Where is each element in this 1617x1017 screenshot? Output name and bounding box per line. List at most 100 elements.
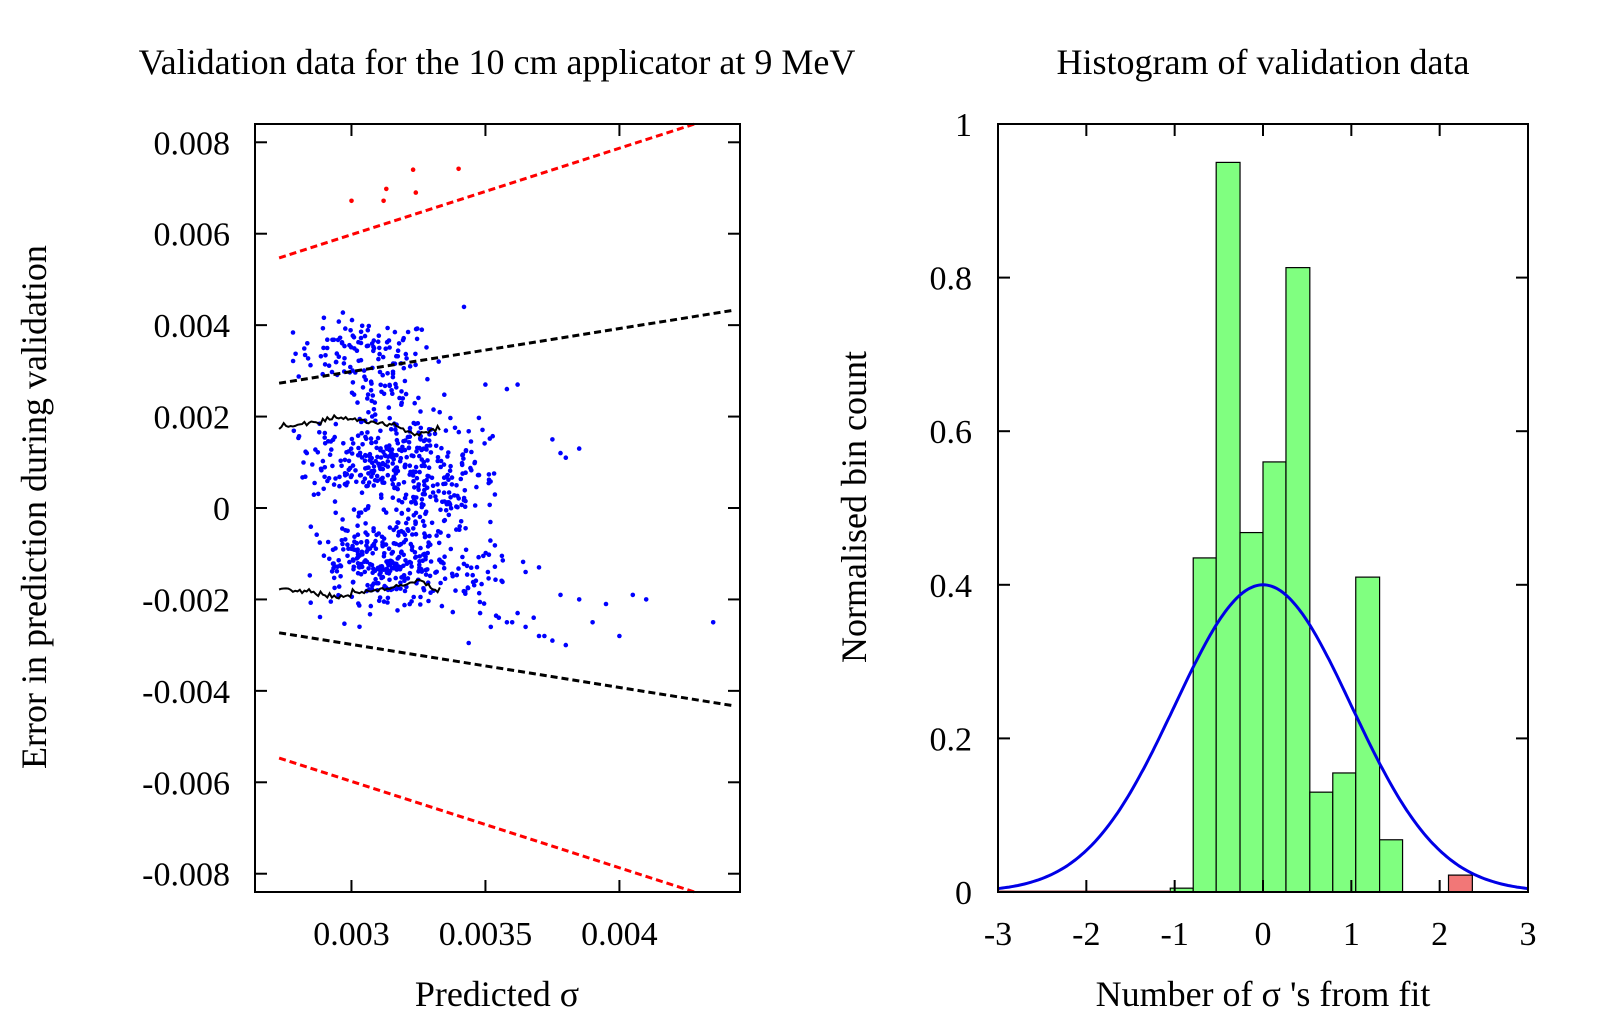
scatter-point — [363, 377, 369, 383]
scatter-point — [405, 329, 411, 335]
scatter-point — [436, 488, 441, 494]
scatter-point — [310, 462, 315, 467]
scatter-point — [390, 374, 396, 380]
scatter-point — [477, 599, 483, 605]
scatter-point — [325, 337, 330, 343]
scatter-point — [358, 472, 364, 478]
scatter-ylabel: Error in prediction during validation — [14, 245, 54, 769]
histogram-bar — [1192, 557, 1217, 893]
scatter-point — [334, 351, 340, 356]
scatter-point — [407, 463, 413, 469]
scatter-point — [350, 579, 356, 585]
scatter-point — [445, 454, 450, 459]
two-sigma-bound-line — [278, 756, 695, 894]
running-rms-upper-line — [278, 413, 441, 437]
scatter-point — [379, 389, 384, 395]
scatter-point — [395, 608, 400, 613]
scatter-point — [359, 490, 365, 496]
scatter-point — [365, 532, 370, 538]
scatter-point — [438, 507, 443, 513]
scatter-point — [493, 577, 498, 582]
scatter-point — [417, 436, 423, 441]
scatter-point — [419, 457, 425, 462]
scatter-point — [463, 470, 468, 476]
scatter-point — [476, 415, 482, 421]
scatter-point — [317, 614, 323, 620]
scatter-point — [430, 483, 436, 489]
scatter-point — [449, 475, 455, 480]
scatter-point — [357, 603, 362, 608]
scatter-point — [419, 497, 425, 502]
scatter-point — [459, 460, 465, 466]
scatter-point — [330, 337, 335, 343]
scatter-point — [313, 447, 318, 452]
y-tick-label: 0.6 — [930, 414, 973, 451]
scatter-point — [369, 381, 374, 386]
scatter-point — [362, 569, 368, 575]
scatter-point — [446, 500, 452, 505]
scatter-point — [371, 407, 377, 412]
x-tick-label: -1 — [1161, 916, 1189, 953]
scatter-point — [381, 567, 387, 572]
scatter-point — [499, 553, 505, 559]
scatter-point — [401, 438, 406, 444]
scatter-point — [472, 460, 477, 466]
scatter-point — [477, 610, 483, 616]
scatter-point — [333, 421, 339, 427]
scatter-point — [337, 563, 343, 568]
scatter-point — [418, 425, 424, 431]
scatter-point — [359, 430, 365, 436]
scatter-point — [710, 620, 716, 625]
scatter-point — [402, 378, 408, 384]
scatter-point — [406, 516, 411, 521]
scatter-point — [426, 598, 431, 604]
scatter-point — [340, 541, 345, 547]
scatter-point — [423, 509, 429, 515]
scatter-point — [369, 414, 375, 419]
scatter-point — [352, 534, 357, 539]
scatter-point — [383, 346, 389, 352]
scatter-point — [365, 582, 370, 588]
scatter-point — [456, 566, 461, 571]
scatter-point — [399, 510, 405, 516]
scatter-point — [355, 433, 361, 439]
scatter-point — [394, 465, 400, 470]
scatter-point — [371, 464, 377, 469]
scatter-point — [550, 437, 555, 442]
scatter-point — [354, 556, 360, 561]
scatter-point — [590, 620, 595, 625]
scatter-point — [393, 575, 399, 581]
scatter-point — [320, 326, 326, 331]
scatter-point — [308, 524, 314, 529]
scatter-point — [398, 455, 404, 461]
scatter-point — [329, 447, 334, 452]
scatter-point — [342, 356, 347, 361]
scatter-point — [439, 603, 445, 609]
scatter-point — [464, 563, 470, 569]
scatter-point — [436, 540, 442, 546]
scatter-point — [391, 468, 397, 473]
scatter-point — [357, 624, 362, 630]
scatter-point — [434, 497, 439, 503]
scatter-point — [424, 477, 429, 483]
scatter-point — [433, 494, 438, 499]
scatter-point — [381, 480, 387, 486]
scatter-point — [355, 532, 361, 537]
scatter-point — [413, 555, 418, 560]
scatter-point — [393, 381, 398, 387]
scatter-point — [342, 457, 348, 463]
scatter-point — [316, 491, 321, 497]
scatter-point — [387, 415, 393, 421]
scatter-point — [462, 589, 468, 594]
two-sigma-bound-line — [278, 122, 695, 260]
scatter-point — [373, 538, 378, 544]
histogram-bar — [1215, 161, 1241, 893]
scatter-point — [391, 527, 397, 533]
scatter-point — [422, 487, 427, 493]
scatter-point — [453, 588, 458, 593]
scatter-point — [419, 504, 425, 510]
scatter-point — [360, 442, 365, 447]
scatter-point — [339, 463, 344, 469]
scatter-point — [400, 337, 406, 343]
scatter-point — [390, 495, 396, 501]
